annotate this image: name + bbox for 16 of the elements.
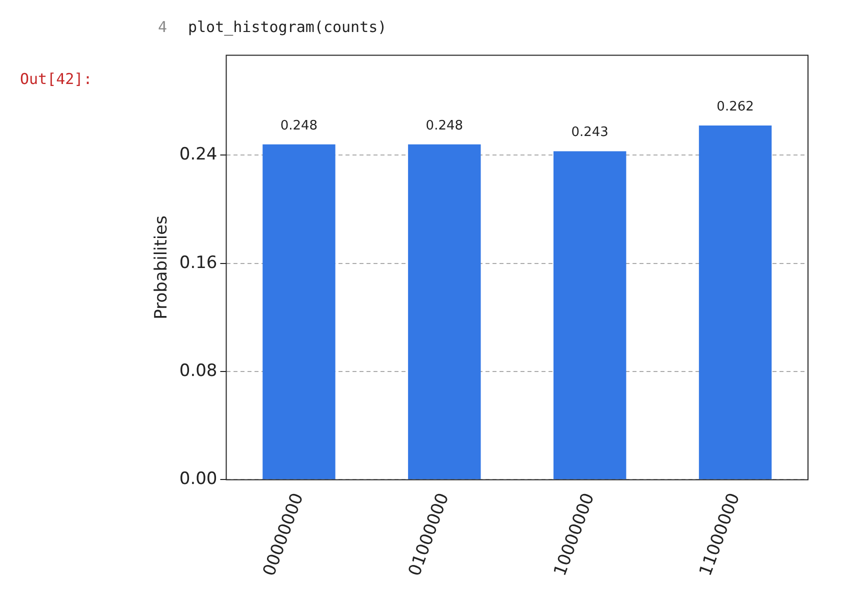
y-axis-title: Probabilities	[152, 215, 172, 320]
bar	[553, 151, 626, 480]
data-label: 0.243	[571, 125, 608, 140]
data-label: 0.248	[280, 118, 318, 134]
text: 4	[158, 18, 168, 36]
y-tick-label: 0.00	[179, 469, 218, 490]
text: Out[42]:	[20, 70, 92, 88]
text: plot_histogram(counts)	[188, 18, 387, 36]
bar	[262, 144, 336, 480]
data-label: 0.248	[426, 118, 464, 134]
y-tick-label: 0.16	[179, 252, 218, 273]
y-tick-label: 0.24	[179, 144, 218, 165]
bar	[698, 126, 772, 480]
y-tick-label: 0.08	[179, 360, 218, 381]
bar	[408, 144, 481, 480]
data-label: 0.262	[716, 99, 754, 114]
